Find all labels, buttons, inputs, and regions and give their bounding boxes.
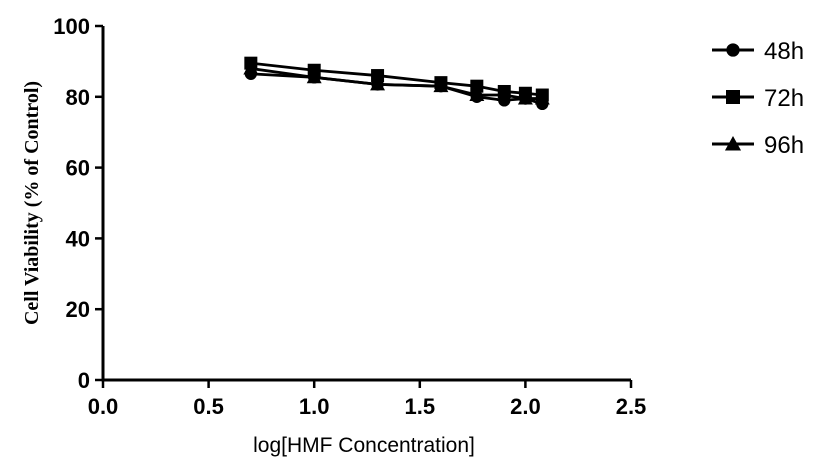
data-point-72h [470, 79, 484, 93]
x-tick-label: 2.5 [616, 394, 647, 419]
y-tick-label: 80 [66, 85, 90, 110]
legend-label: 72h [764, 85, 804, 112]
data-point-96h [243, 61, 259, 75]
legend-item-96h: 96h [712, 132, 804, 159]
legend-marker-circle [726, 43, 740, 57]
data-point-96h [433, 78, 449, 93]
data-point-72h [371, 69, 385, 83]
axes [101, 26, 631, 382]
data-point-96h [370, 76, 386, 91]
legend-item-72h: 72h [712, 85, 804, 112]
x-tick-label: 2.0 [510, 394, 541, 419]
x-tick-label: 0.5 [193, 394, 224, 419]
x-tick-label: 1.5 [405, 394, 436, 419]
legend-label: 48h [764, 38, 804, 65]
data-point-96h [306, 69, 322, 84]
legend-marker-triangle [724, 135, 742, 151]
x-tick-label: 0.0 [88, 394, 119, 419]
y-tick-label: 100 [53, 14, 90, 39]
legend: 48h 72h 96h [712, 38, 804, 159]
series-line-96h [250, 67, 543, 100]
y-tick-label: 0 [78, 368, 90, 393]
x-tick-label: 1.0 [299, 394, 330, 419]
y-tick-label: 20 [66, 297, 90, 322]
data-point-96h [534, 91, 550, 105]
y-tick-label: 60 [66, 156, 90, 181]
x-axis-label: log[HMF Concentration] [253, 434, 475, 457]
data-point-96h [469, 87, 485, 102]
data-point-96h [496, 87, 512, 102]
x-ticks: 0.0 0.5 1.0 1.5 2.0 2.5 [88, 380, 647, 419]
legend-item-48h: 48h [712, 38, 804, 65]
legend-marker-square [726, 90, 740, 104]
y-tick-label: 40 [66, 226, 90, 251]
series-group [243, 56, 550, 111]
y-axis-label: Cell Viability (% of Control) [21, 81, 43, 325]
data-point-96h [517, 91, 533, 105]
series-96h [243, 61, 550, 105]
legend-label: 96h [764, 132, 804, 159]
y-ticks: 0 20 40 60 80 100 [53, 14, 103, 393]
